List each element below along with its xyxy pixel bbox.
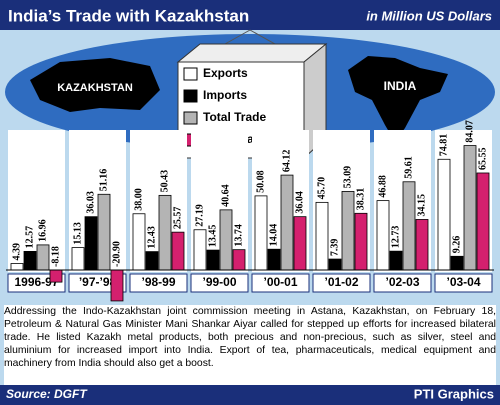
value-label: -20.90: [111, 241, 122, 267]
bar: [145, 251, 159, 271]
x-tick-label: ’97-’98: [79, 275, 117, 289]
map-label: INDIA: [384, 79, 417, 93]
category-box: [190, 273, 249, 293]
bar: [476, 172, 490, 271]
source: Source: DGFT: [6, 387, 88, 401]
header-band: [0, 0, 500, 30]
footer-band: [0, 385, 500, 405]
bar: [267, 248, 281, 271]
bar: [463, 145, 477, 271]
value-label: 74.81: [438, 134, 449, 157]
bar: [36, 244, 50, 271]
value-label: 51.16: [98, 169, 109, 192]
value-label: 53.09: [342, 166, 353, 189]
bar: [254, 195, 268, 271]
value-label: 34.15: [416, 194, 427, 217]
bar: [415, 219, 429, 271]
value-label: 46.88: [377, 175, 388, 198]
legend-swatch: [183, 89, 198, 103]
legend-swatch: [183, 67, 198, 81]
india-map: [348, 56, 448, 142]
value-label: 13.45: [207, 225, 218, 248]
legend-swatch: [183, 111, 198, 125]
bar: [450, 255, 464, 271]
value-label: 36.03: [85, 191, 96, 214]
bar: [23, 250, 37, 271]
value-label: 14.04: [268, 224, 279, 247]
value-label: 12.43: [146, 226, 157, 249]
value-label: 38.31: [355, 188, 366, 211]
legend-label: Imports: [203, 88, 247, 102]
bar: [354, 212, 368, 271]
bar: [132, 213, 146, 271]
bar: [341, 191, 355, 271]
value-label: 7.39: [329, 239, 340, 257]
bar: [280, 174, 294, 271]
bar: [328, 258, 342, 271]
legend-label: Total Trade: [203, 110, 266, 124]
bar: [10, 263, 24, 271]
plot-bg: [8, 130, 65, 272]
bar: [206, 249, 220, 271]
bar: [376, 200, 390, 271]
value-label: 84.07: [464, 120, 475, 143]
value-label: 50.43: [159, 170, 170, 193]
bar: [71, 247, 85, 271]
value-label: 12.57: [24, 226, 35, 249]
legend-label: Exports: [203, 66, 248, 80]
bar: [232, 249, 246, 271]
kazakhstan-map: [30, 58, 160, 112]
bar: [219, 209, 233, 271]
value-label: 45.70: [316, 177, 327, 200]
body-text: Addressing the Indo-Kazakhstan joint com…: [4, 305, 496, 385]
category-box: [312, 273, 371, 293]
value-label: 9.26: [451, 236, 462, 254]
bar: [97, 193, 111, 271]
x-tick-label: ’00-01: [263, 275, 297, 289]
x-tick-label: ’03-04: [446, 275, 480, 289]
bar: [49, 269, 63, 283]
category-box: [129, 273, 188, 293]
credit: PTI Graphics: [414, 386, 494, 401]
value-label: 65.55: [477, 147, 488, 170]
value-label: 50.08: [255, 170, 266, 193]
value-label: -8.18: [50, 246, 61, 267]
category-box: [373, 273, 432, 293]
legend-box-top: [176, 43, 328, 63]
bar: [315, 201, 329, 271]
x-tick-label: 1996-97: [14, 275, 58, 289]
bar: [402, 181, 416, 271]
value-label: 38.00: [133, 188, 144, 211]
value-label: 13.74: [233, 224, 244, 247]
value-label: 12.73: [390, 226, 401, 249]
bar: [158, 194, 172, 271]
value-label: 4.39: [11, 243, 22, 261]
value-label: 15.13: [72, 222, 83, 245]
x-tick-label: ’02-03: [385, 275, 419, 289]
value-label: 27.19: [194, 204, 205, 227]
bar: [171, 231, 185, 271]
x-tick-label: ’99-00: [202, 275, 236, 289]
chart-title: India’s Trade with Kazakhstan: [8, 6, 249, 25]
value-label: 25.57: [172, 207, 183, 230]
x-tick-label: ’98-99: [141, 275, 175, 289]
bar: [193, 229, 207, 271]
category-box: [434, 273, 493, 293]
map-label: KAZAKHSTAN: [57, 82, 133, 94]
value-label: 16.96: [37, 219, 48, 242]
bar: [389, 250, 403, 271]
value-label: 64.12: [281, 150, 292, 173]
category-box: [251, 273, 310, 293]
value-label: 36.04: [294, 191, 305, 214]
bar: [84, 216, 98, 271]
x-tick-label: ’01-02: [324, 275, 358, 289]
bar: [110, 269, 124, 302]
bar: [293, 216, 307, 271]
chart-subtitle: in Million US Dollars: [366, 8, 492, 23]
bar: [437, 158, 451, 271]
value-label: 40.64: [220, 184, 231, 207]
value-label: 59.61: [403, 156, 414, 179]
